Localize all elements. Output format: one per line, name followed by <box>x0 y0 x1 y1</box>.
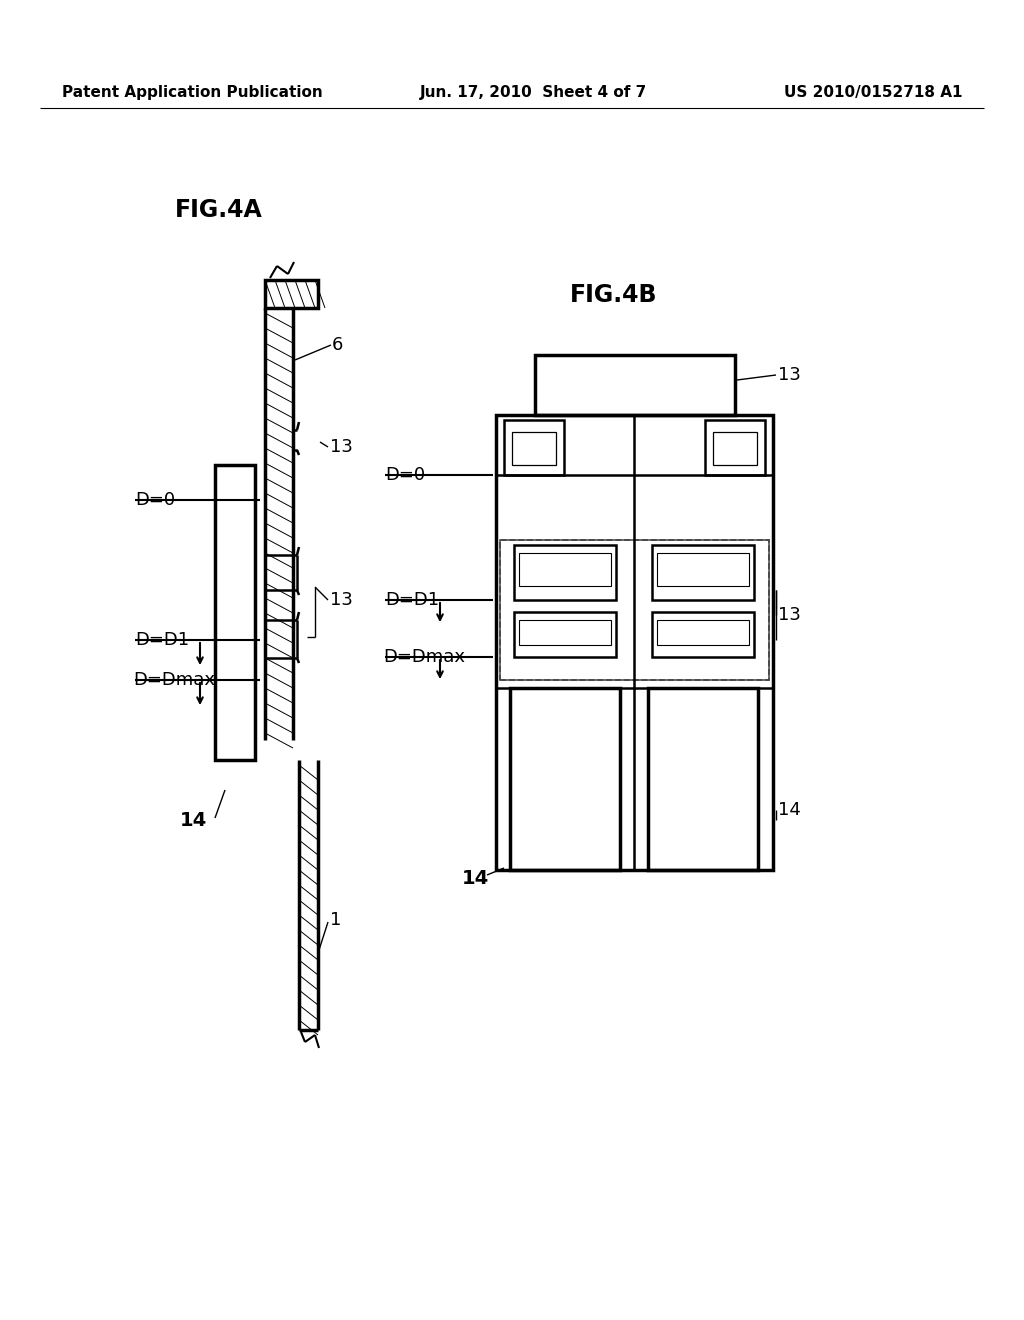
Bar <box>519 620 611 645</box>
Text: D=D1: D=D1 <box>135 631 189 649</box>
Bar <box>648 688 758 870</box>
Bar <box>514 545 616 601</box>
Bar <box>535 355 735 414</box>
Text: 13: 13 <box>330 591 353 609</box>
Text: FIG.4A: FIG.4A <box>175 198 263 222</box>
Bar <box>657 553 749 586</box>
Bar <box>504 420 564 475</box>
Text: Jun. 17, 2010  Sheet 4 of 7: Jun. 17, 2010 Sheet 4 of 7 <box>420 86 647 100</box>
Text: 1: 1 <box>330 911 341 929</box>
Bar <box>215 465 255 760</box>
Bar <box>652 612 754 657</box>
Bar <box>652 545 754 601</box>
Text: 6: 6 <box>332 337 343 354</box>
Bar <box>500 540 769 680</box>
Text: 13: 13 <box>330 438 353 455</box>
Text: US 2010/0152718 A1: US 2010/0152718 A1 <box>783 86 962 100</box>
Text: Patent Application Publication: Patent Application Publication <box>62 86 323 100</box>
Bar <box>496 414 773 870</box>
Bar <box>510 688 620 870</box>
Bar <box>500 540 769 680</box>
Text: FIG.4B: FIG.4B <box>570 282 657 308</box>
Bar <box>657 620 749 645</box>
Bar <box>519 553 611 586</box>
Text: D=D1: D=D1 <box>385 591 439 609</box>
Text: 14: 14 <box>778 801 801 818</box>
Text: D=Dmax: D=Dmax <box>133 671 215 689</box>
Bar <box>705 420 765 475</box>
Text: 13: 13 <box>778 366 801 384</box>
Bar <box>265 280 318 308</box>
Text: D=Dmax: D=Dmax <box>383 648 465 667</box>
Text: 13: 13 <box>778 606 801 624</box>
Text: 14: 14 <box>462 869 489 887</box>
Bar <box>713 432 757 465</box>
Text: D=0: D=0 <box>385 466 425 484</box>
Text: 14: 14 <box>180 810 207 829</box>
Bar <box>514 612 616 657</box>
Text: D=0: D=0 <box>135 491 175 510</box>
Bar <box>512 432 556 465</box>
